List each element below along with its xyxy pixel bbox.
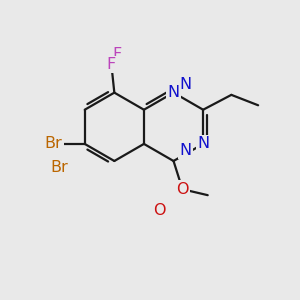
Text: N: N: [180, 77, 192, 92]
Text: Br: Br: [50, 160, 68, 175]
Text: O: O: [176, 182, 189, 197]
Text: O: O: [153, 203, 165, 218]
Text: Br: Br: [45, 136, 62, 152]
Text: N: N: [197, 136, 209, 152]
Text: N: N: [180, 142, 192, 158]
Text: N: N: [167, 85, 180, 100]
Text: F: F: [107, 57, 116, 72]
Text: F: F: [113, 47, 122, 62]
